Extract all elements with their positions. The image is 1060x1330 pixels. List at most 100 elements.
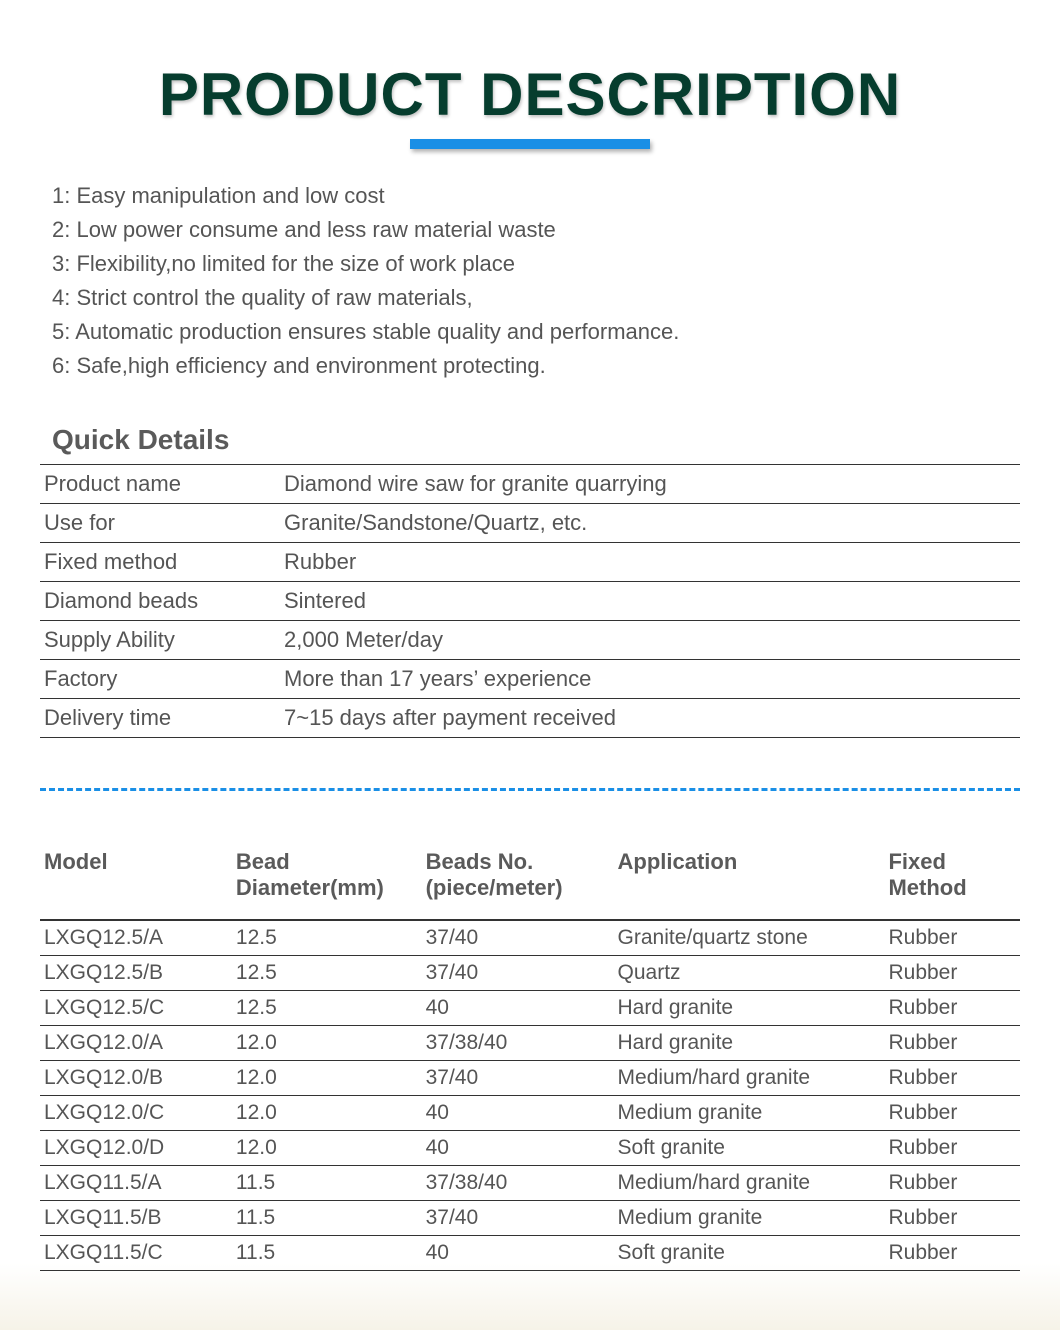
table-row: LXGQ11.5/A 11.5 37/38/40 Medium/hard gra… [40, 1165, 1020, 1200]
cell-fix: Rubber [884, 1025, 1020, 1060]
page: PRODUCT DESCRIPTION 1: Easy manipulation… [0, 0, 1060, 1330]
table-row: Factory More than 17 years’ experience [40, 659, 1020, 698]
cell-dia: 12.0 [232, 1025, 422, 1060]
spec-header-row: Model Bead Diameter(mm) Beads No. (piece… [40, 841, 1020, 920]
cell-model: LXGQ11.5/B [40, 1200, 232, 1235]
cell-no: 37/38/40 [422, 1165, 614, 1200]
cell-no: 40 [422, 1235, 614, 1270]
cell-fix: Rubber [884, 1235, 1020, 1270]
cell-model: LXGQ12.0/B [40, 1060, 232, 1095]
detail-value: 7~15 days after payment received [280, 698, 1020, 737]
cell-app: Soft granite [614, 1235, 885, 1270]
detail-value: Diamond wire saw for granite quarrying [280, 464, 1020, 503]
cell-fix: Rubber [884, 1095, 1020, 1130]
feature-item: 1: Easy manipulation and low cost [52, 179, 1020, 213]
table-row: LXGQ12.5/A 12.5 37/40 Granite/quartz sto… [40, 920, 1020, 956]
cell-dia: 11.5 [232, 1165, 422, 1200]
spec-table: Model Bead Diameter(mm) Beads No. (piece… [40, 841, 1020, 1271]
cell-app: Medium granite [614, 1095, 885, 1130]
cell-no: 37/38/40 [422, 1025, 614, 1060]
detail-label: Delivery time [40, 698, 280, 737]
feature-item: 2: Low power consume and less raw materi… [52, 213, 1020, 247]
title-underline [410, 139, 650, 149]
table-row: Product name Diamond wire saw for granit… [40, 464, 1020, 503]
detail-value: More than 17 years’ experience [280, 659, 1020, 698]
feature-item: 4: Strict control the quality of raw mat… [52, 281, 1020, 315]
cell-dia: 12.5 [232, 990, 422, 1025]
cell-dia: 12.5 [232, 955, 422, 990]
cell-no: 37/40 [422, 1060, 614, 1095]
feature-item: 3: Flexibility,no limited for the size o… [52, 247, 1020, 281]
table-row: LXGQ12.0/A 12.0 37/38/40 Hard granite Ru… [40, 1025, 1020, 1060]
detail-label: Supply Ability [40, 620, 280, 659]
detail-value: 2,000 Meter/day [280, 620, 1020, 659]
page-title: PRODUCT DESCRIPTION [40, 60, 1020, 129]
table-row: Delivery time 7~15 days after payment re… [40, 698, 1020, 737]
detail-label: Factory [40, 659, 280, 698]
detail-label: Product name [40, 464, 280, 503]
cell-app: Medium/hard granite [614, 1060, 885, 1095]
table-row: LXGQ11.5/C 11.5 40 Soft granite Rubber [40, 1235, 1020, 1270]
cell-model: LXGQ12.0/D [40, 1130, 232, 1165]
cell-no: 40 [422, 1095, 614, 1130]
table-row: Supply Ability 2,000 Meter/day [40, 620, 1020, 659]
cell-model: LXGQ12.0/A [40, 1025, 232, 1060]
cell-app: Quartz [614, 955, 885, 990]
col-model: Model [40, 841, 232, 920]
cell-dia: 12.0 [232, 1060, 422, 1095]
table-row: LXGQ12.0/C 12.0 40 Medium granite Rubber [40, 1095, 1020, 1130]
cell-dia: 11.5 [232, 1235, 422, 1270]
cell-app: Hard granite [614, 1025, 885, 1060]
cell-app: Soft granite [614, 1130, 885, 1165]
cell-fix: Rubber [884, 920, 1020, 956]
cell-no: 37/40 [422, 920, 614, 956]
cell-app: Granite/quartz stone [614, 920, 885, 956]
cell-model: LXGQ11.5/A [40, 1165, 232, 1200]
cell-fix: Rubber [884, 1060, 1020, 1095]
feature-list: 1: Easy manipulation and low cost 2: Low… [52, 179, 1020, 384]
feature-item: 5: Automatic production ensures stable q… [52, 315, 1020, 349]
cell-fix: Rubber [884, 955, 1020, 990]
table-row: Fixed method Rubber [40, 542, 1020, 581]
col-application: Application [614, 841, 885, 920]
detail-value: Granite/Sandstone/Quartz, etc. [280, 503, 1020, 542]
detail-label: Fixed method [40, 542, 280, 581]
cell-fix: Rubber [884, 990, 1020, 1025]
cell-dia: 11.5 [232, 1200, 422, 1235]
cell-dia: 12.5 [232, 920, 422, 956]
detail-label: Use for [40, 503, 280, 542]
cell-fix: Rubber [884, 1200, 1020, 1235]
cell-model: LXGQ12.0/C [40, 1095, 232, 1130]
quick-details-heading: Quick Details [52, 424, 1020, 456]
feature-item: 6: Safe,high efficiency and environment … [52, 349, 1020, 383]
cell-no: 40 [422, 990, 614, 1025]
cell-dia: 12.0 [232, 1095, 422, 1130]
cell-dia: 12.0 [232, 1130, 422, 1165]
cell-fix: Rubber [884, 1130, 1020, 1165]
cell-app: Medium granite [614, 1200, 885, 1235]
cell-no: 40 [422, 1130, 614, 1165]
detail-value: Sintered [280, 581, 1020, 620]
table-row: LXGQ12.5/B 12.5 37/40 Quartz Rubber [40, 955, 1020, 990]
cell-no: 37/40 [422, 955, 614, 990]
table-row: LXGQ12.0/B 12.0 37/40 Medium/hard granit… [40, 1060, 1020, 1095]
col-bead-dia: Bead Diameter(mm) [232, 841, 422, 920]
cell-model: LXGQ12.5/B [40, 955, 232, 990]
cell-model: LXGQ11.5/C [40, 1235, 232, 1270]
table-row: LXGQ12.5/C 12.5 40 Hard granite Rubber [40, 990, 1020, 1025]
cell-model: LXGQ12.5/A [40, 920, 232, 956]
cell-app: Medium/hard granite [614, 1165, 885, 1200]
cell-fix: Rubber [884, 1165, 1020, 1200]
detail-value: Rubber [280, 542, 1020, 581]
col-beads-no: Beads No. (piece/meter) [422, 841, 614, 920]
col-fixed-method: Fixed Method [884, 841, 1020, 920]
cell-model: LXGQ12.5/C [40, 990, 232, 1025]
title-block: PRODUCT DESCRIPTION [40, 60, 1020, 149]
table-row: Diamond beads Sintered [40, 581, 1020, 620]
cell-app: Hard granite [614, 990, 885, 1025]
cell-no: 37/40 [422, 1200, 614, 1235]
table-row: Use for Granite/Sandstone/Quartz, etc. [40, 503, 1020, 542]
table-row: LXGQ12.0/D 12.0 40 Soft granite Rubber [40, 1130, 1020, 1165]
dashed-separator [40, 788, 1020, 791]
table-row: LXGQ11.5/B 11.5 37/40 Medium granite Rub… [40, 1200, 1020, 1235]
